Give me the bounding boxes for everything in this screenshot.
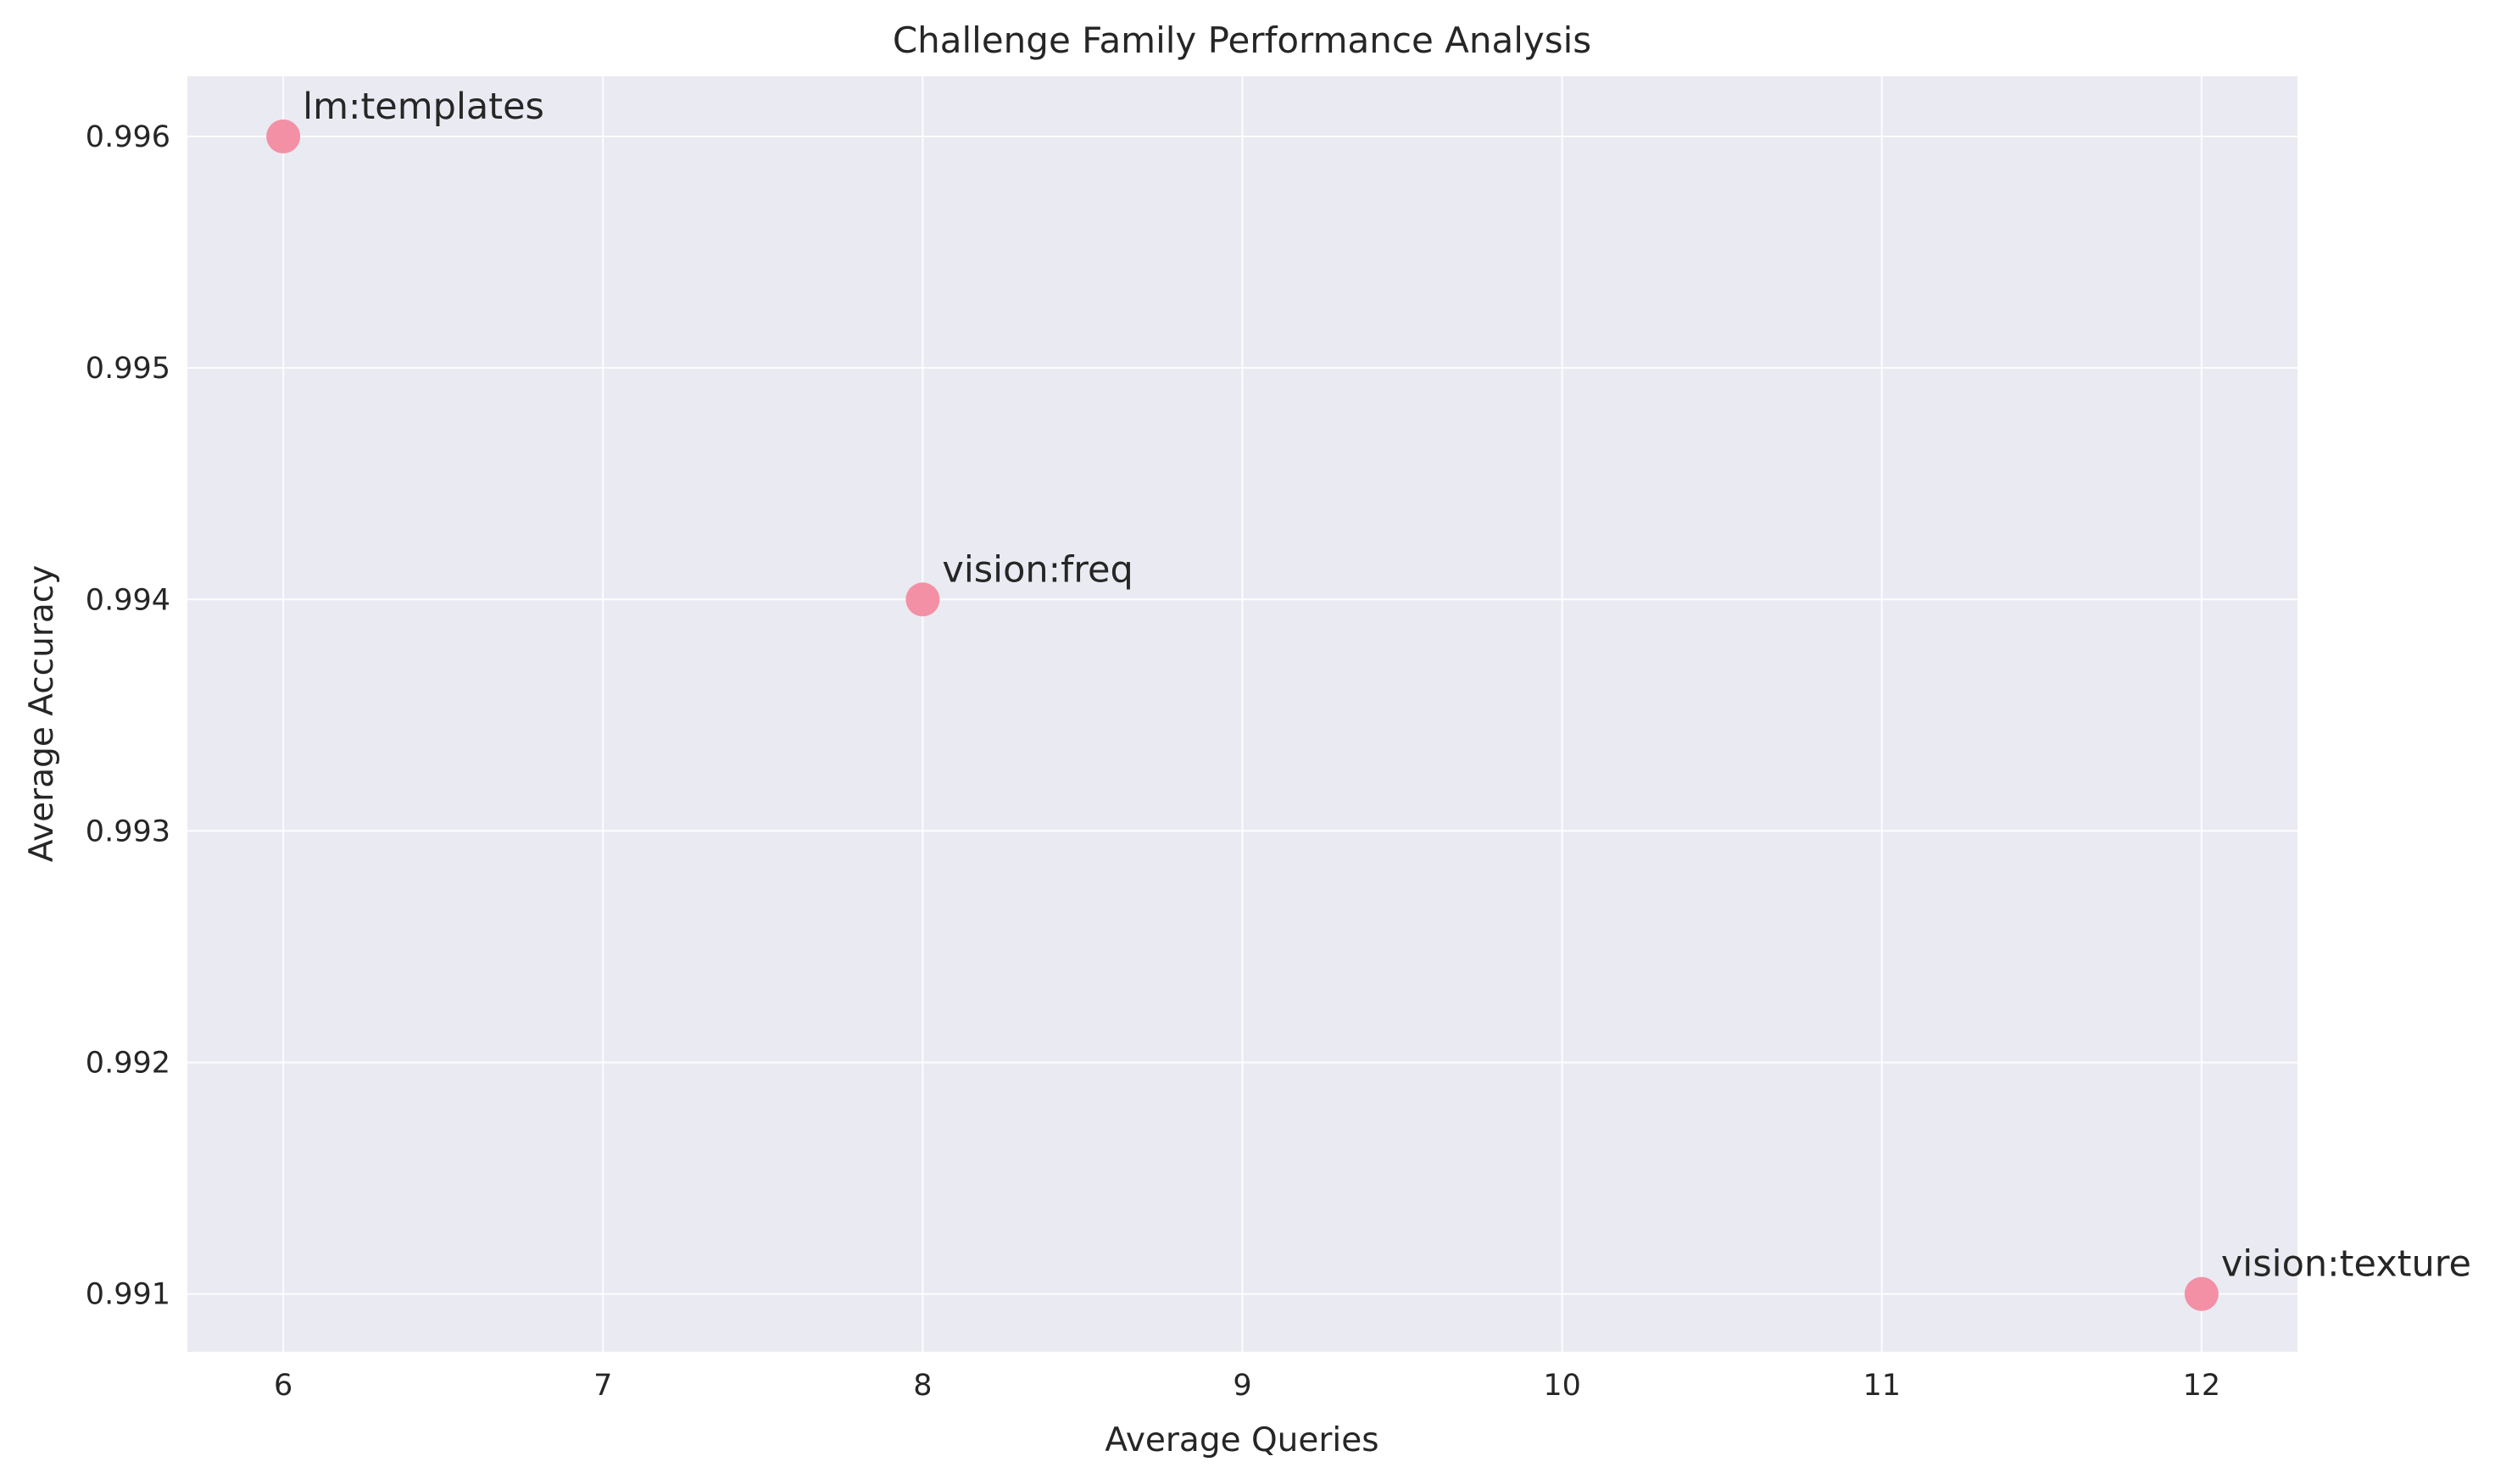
x-tick-label: 11	[1863, 1369, 1901, 1403]
y-tick-label: 0.995	[86, 352, 170, 386]
x-axis-label: Average Queries	[1105, 1421, 1378, 1459]
y-tick-label: 0.994	[86, 583, 170, 617]
y-axis-label: Average Accuracy	[23, 565, 61, 863]
y-tick-label: 0.991	[86, 1278, 170, 1312]
data-points	[266, 119, 2219, 1311]
x-tick-label: 7	[593, 1369, 612, 1403]
x-tick-label: 8	[913, 1369, 932, 1403]
scatter-point	[266, 119, 301, 154]
point-annotation: vision:freq	[942, 548, 1133, 591]
tick-labels: 6 7 8 9 10 11 12 0.991 0.992 0.993 0.994 0.995 0.996	[86, 120, 2220, 1403]
y-tick-label: 0.993	[86, 814, 170, 848]
y-tick-label: 0.996	[86, 120, 170, 154]
x-tick-label: 6	[274, 1369, 292, 1403]
y-tick-label: 0.992	[86, 1047, 170, 1081]
point-annotation: lm:templates	[303, 86, 544, 128]
chart-title: Challenge Family Performance Analysis	[893, 19, 1591, 61]
point-labels: lm:templates vision:freq vision:texture	[303, 86, 2471, 1286]
x-tick-label: 10	[1543, 1369, 1581, 1403]
grid-lines	[187, 76, 2297, 1352]
scatter-point	[2184, 1276, 2219, 1311]
scatter-point	[905, 582, 940, 617]
point-annotation: vision:texture	[2221, 1243, 2471, 1286]
x-tick-label: 12	[2183, 1369, 2221, 1403]
x-tick-label: 9	[1233, 1369, 1251, 1403]
